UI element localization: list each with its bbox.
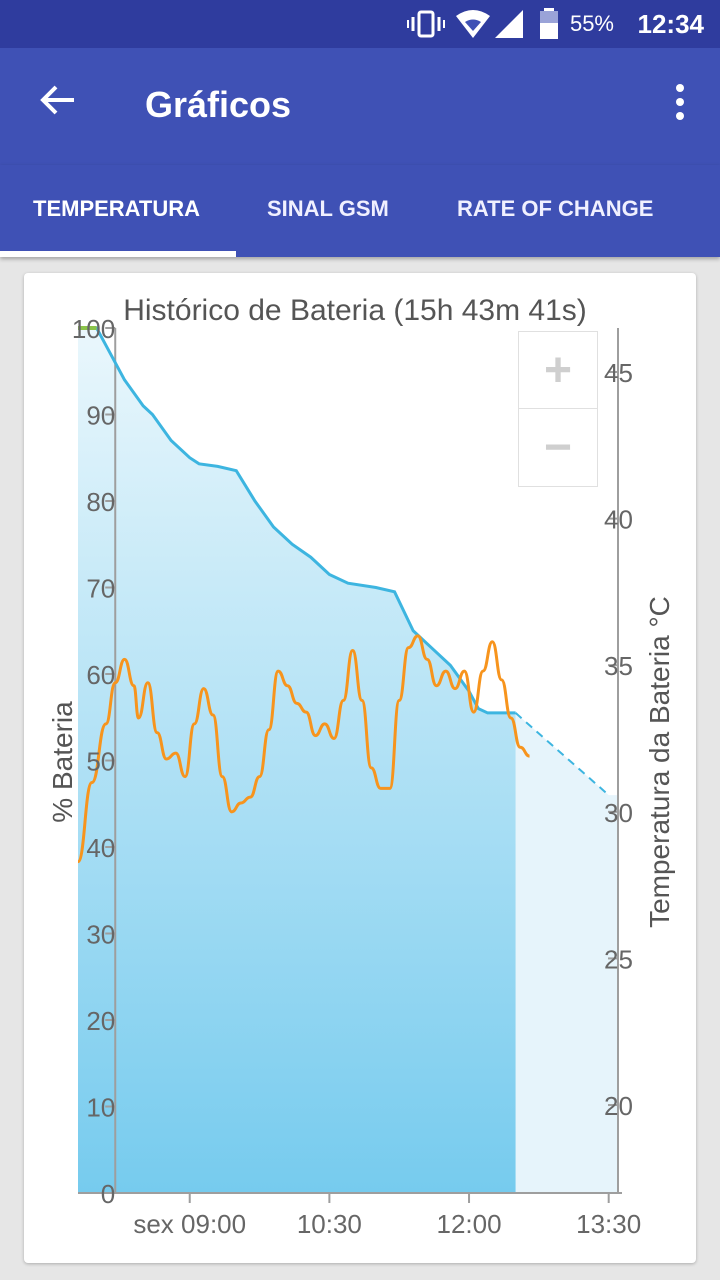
y-right-tick-label: 40 (604, 505, 633, 535)
tab-rate-of-change[interactable]: RATE OF CHANGE (457, 196, 654, 221)
y-left-tick-label: 40 (86, 833, 115, 863)
x-tick-label: 12:00 (436, 1209, 501, 1239)
y-right-tick-label: 30 (604, 798, 633, 828)
battery-projection-line (514, 712, 610, 796)
chart-title: Histórico de Bateria (15h 43m 41s) (123, 294, 587, 327)
vibrate-icon (407, 10, 445, 38)
battery-icon (540, 8, 558, 39)
y-right-tick-label: 25 (604, 944, 633, 974)
y-right-tick-label: 20 (604, 1091, 633, 1121)
y-left-tick-label: 20 (86, 1006, 115, 1036)
y-left-tick-label: 90 (86, 401, 115, 431)
back-arrow-icon[interactable] (30, 72, 86, 128)
tab-bar: TEMPERATURA SINAL GSM RATE OF CHANGE (0, 165, 720, 257)
y-right-tick-label: 35 (604, 651, 633, 681)
y-left-tick-label: 30 (86, 920, 115, 950)
y-left-tick-label: 0 (101, 1179, 115, 1209)
battery-area (78, 328, 516, 1193)
status-bar: 55% 12:34 (0, 0, 720, 48)
y-left-tick-label: 10 (86, 1093, 115, 1123)
y-left-tick-label: 50 (86, 747, 115, 777)
battery-line (78, 326, 516, 715)
x-tick-label: 13:30 (576, 1209, 641, 1239)
projection-area (515, 712, 619, 1193)
temperature-line (76, 634, 530, 864)
clock: 12:34 (637, 8, 705, 39)
app-bar: Gráficos (0, 48, 720, 165)
y-right-tick-label: 45 (604, 358, 633, 388)
y-left-tick-label: 100 (72, 314, 115, 344)
tab-temperatura[interactable]: TEMPERATURA (33, 196, 201, 221)
y-left-axis-label: % Bateria (47, 701, 78, 823)
tab-sinal-gsm[interactable]: SINAL GSM (267, 196, 389, 221)
zoom-divider (519, 408, 597, 409)
y-left-tick-label: 60 (86, 660, 115, 690)
battery-percent: 55% (569, 11, 614, 36)
zoom-in-button[interactable]: + (543, 343, 573, 397)
page-title: Gráficos (145, 84, 292, 125)
zoom-out-button[interactable]: − (543, 420, 573, 474)
cell-signal-icon (495, 10, 523, 38)
wifi-icon (456, 10, 490, 38)
tab-indicator (0, 251, 236, 257)
y-right-axis-label: Temperatura da Bateria °C (644, 596, 675, 928)
y-left-tick-label: 70 (86, 574, 115, 604)
overflow-menu-icon[interactable] (668, 82, 692, 122)
x-tick-label: sex 09:00 (133, 1209, 246, 1239)
x-tick-label: 10:30 (297, 1209, 362, 1239)
zoom-control: + − (518, 331, 598, 487)
y-left-tick-label: 80 (86, 487, 115, 517)
